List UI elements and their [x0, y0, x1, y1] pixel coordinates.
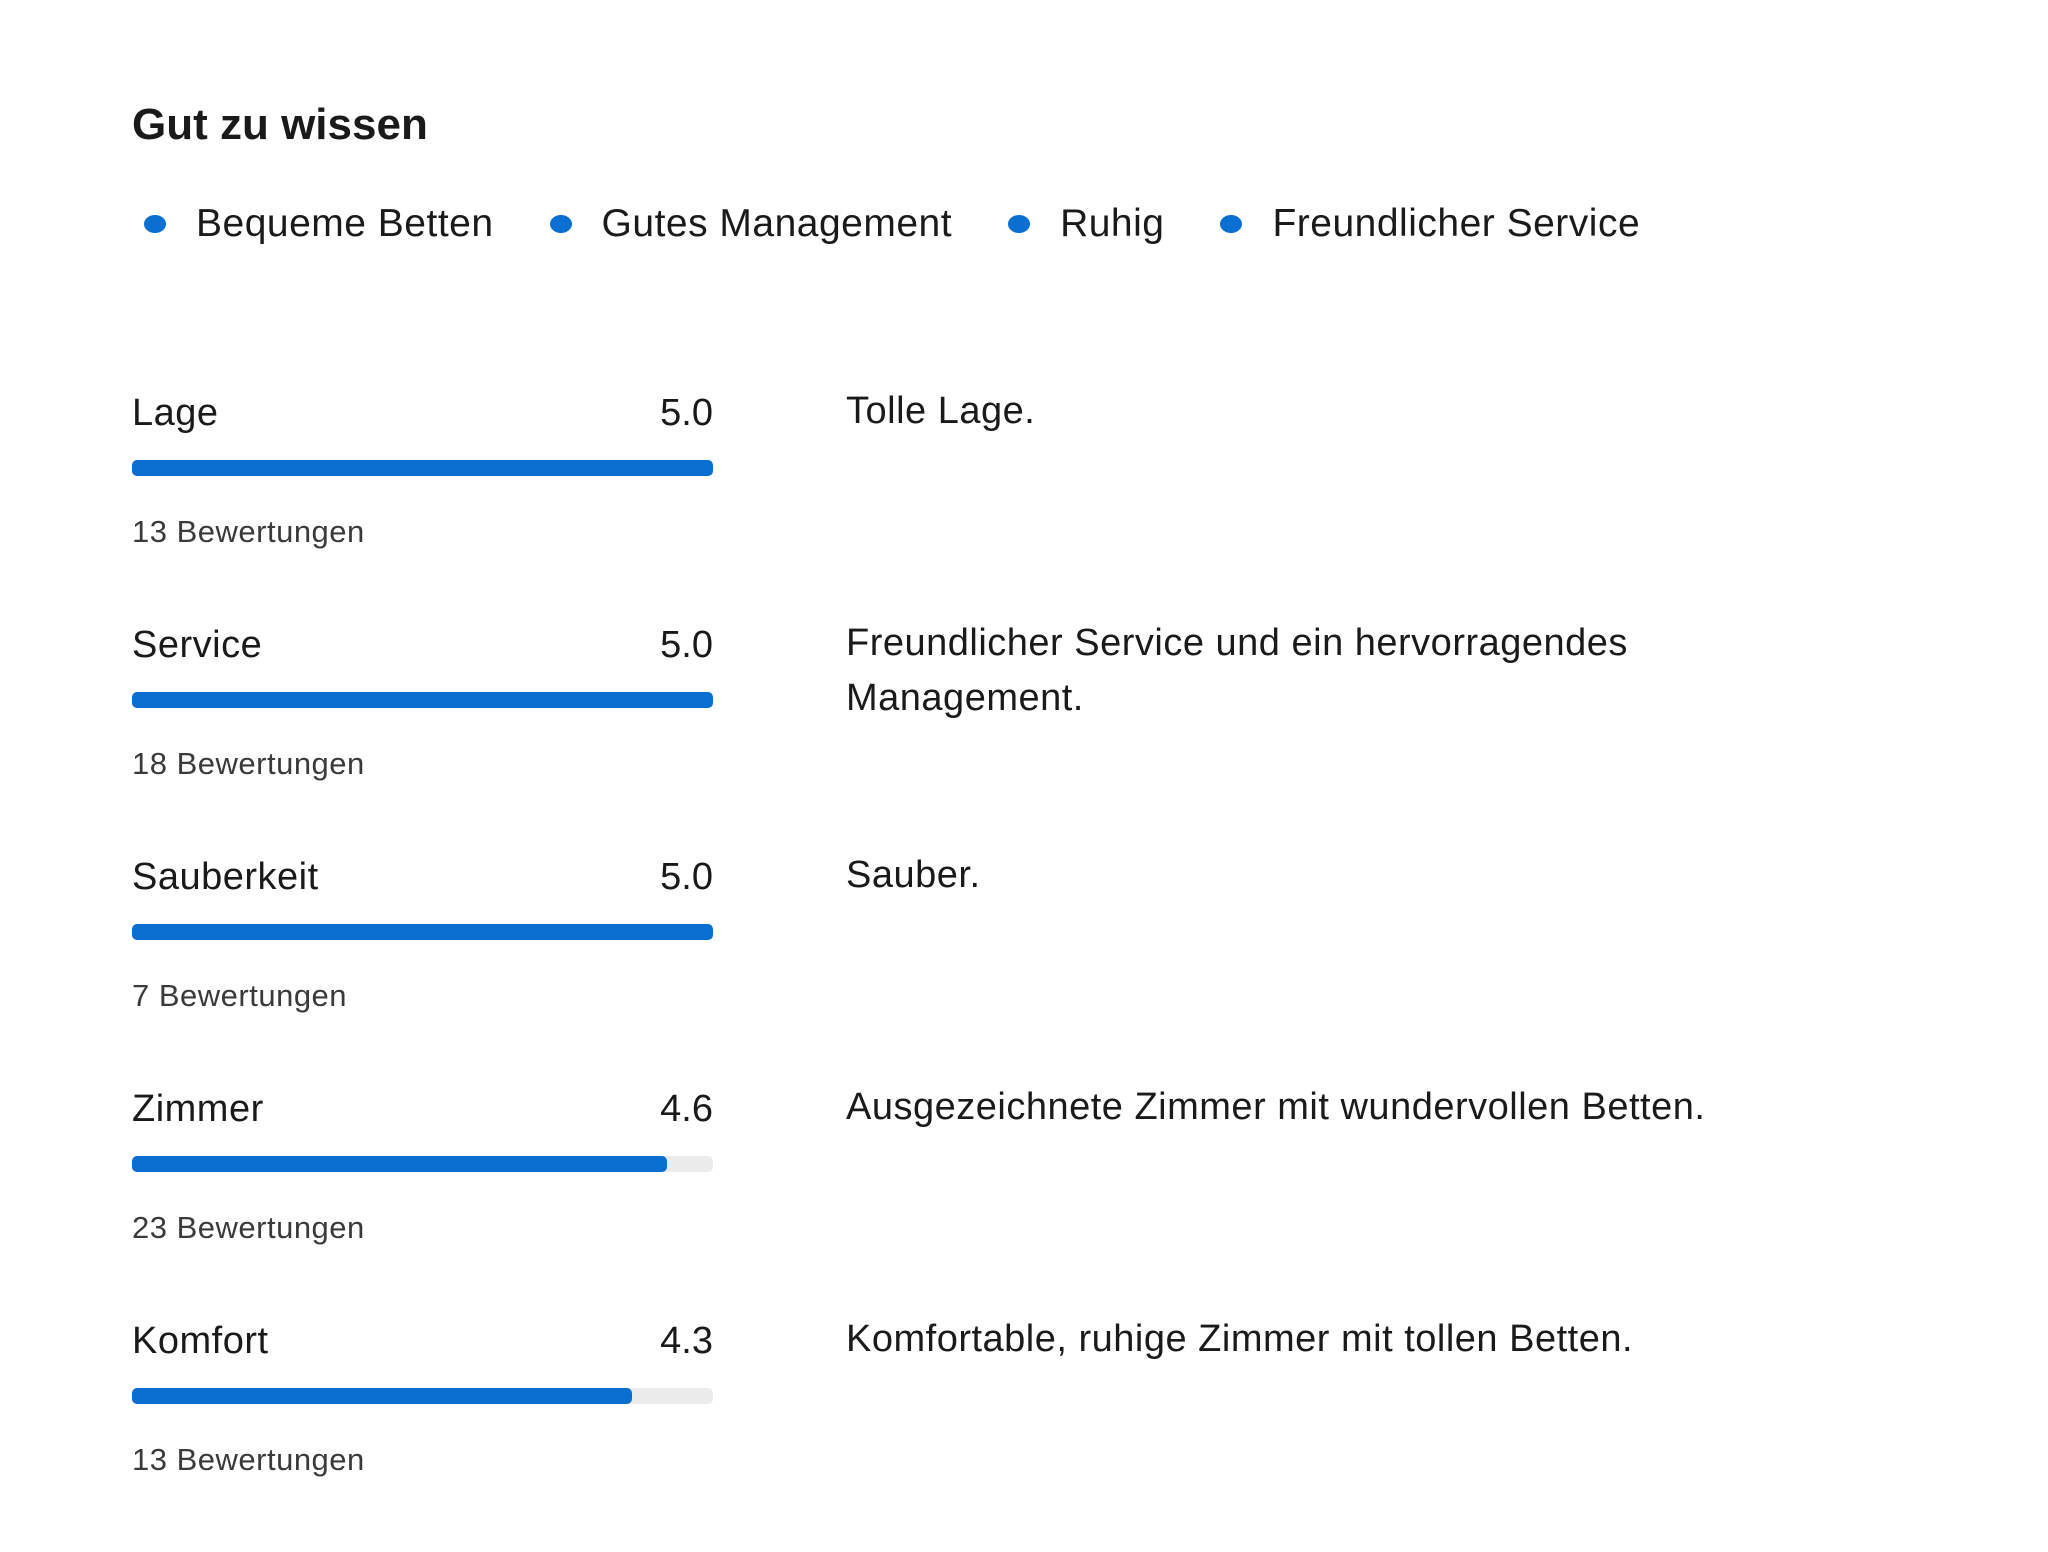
rating-row: Zimmer 4.6 23 Bewertungen Ausgezeichnete Zi… [132, 1086, 1932, 1320]
bullet-icon [1220, 215, 1243, 233]
highlights-list: Bequeme Betten Gutes Management Ruhig Fr… [144, 202, 1696, 246]
rating-score: 5.0 [660, 624, 713, 666]
rating-row: Service 5.0 18 Bewertungen Freundlicher Ser… [132, 622, 1932, 856]
rating-label: Zimmer [132, 1088, 264, 1130]
rating-description: Ausgezeichnete Zimmer mit wundervollen B… [846, 1086, 1706, 1128]
rating-label: Komfort [132, 1320, 269, 1362]
rating-bar-fill [132, 460, 713, 476]
rating-score: 4.3 [660, 1320, 713, 1362]
rating-count: 18 Bewertungen [132, 746, 365, 781]
rating-row: Lage 5.0 13 Bewertungen Tolle Lage. [132, 390, 1932, 624]
highlight-label: Gutes Management [601, 202, 953, 245]
highlight-label: Bequeme Betten [196, 202, 494, 245]
rating-count: 13 Bewertungen [132, 1442, 365, 1477]
bullet-icon [144, 215, 166, 233]
rating-label: Service [132, 624, 263, 666]
rating-description: Komfortable, ruhige Zimmer mit tollen Be… [846, 1318, 1634, 1360]
highlight-label: Freundlicher Service [1272, 202, 1641, 245]
rating-row: Sauberkeit 5.0 7 Bewertungen Sauber. [132, 854, 1932, 1088]
highlight-item: Freundlicher Service [1220, 202, 1640, 246]
rating-count: 7 Bewertungen [132, 978, 348, 1013]
section-title: Gut zu wissen [132, 100, 428, 149]
highlight-item: Gutes Management [549, 202, 953, 246]
rating-bar-fill [132, 924, 713, 940]
rating-bar-fill [132, 1156, 667, 1172]
rating-bar-track [132, 460, 713, 476]
highlight-label: Ruhig [1060, 202, 1165, 245]
rating-label: Lage [132, 392, 219, 434]
rating-count: 23 Bewertungen [132, 1210, 365, 1245]
bullet-icon [1008, 215, 1031, 233]
rating-bar-fill [132, 1388, 632, 1404]
rating-bar-track [132, 1388, 713, 1404]
rating-description: Tolle Lage. [846, 390, 1036, 432]
highlight-item: Bequeme Betten [144, 202, 494, 246]
highlight-item: Ruhig [1008, 202, 1164, 246]
rating-row: Komfort 4.3 13 Bewertungen Komfortable, ruh… [132, 1318, 1932, 1552]
rating-score: 4.6 [660, 1088, 713, 1130]
rating-description: Freundlicher Service und ein hervorragen… [846, 622, 1628, 719]
rating-bar-track [132, 692, 713, 708]
rating-score: 5.0 [660, 392, 713, 434]
rating-label: Sauberkeit [132, 856, 319, 898]
rating-bar-track [132, 1156, 713, 1172]
rating-bar-track [132, 924, 713, 940]
bullet-icon [549, 215, 572, 233]
rating-description: Sauber. [846, 854, 981, 896]
rating-count: 13 Bewertungen [132, 514, 365, 549]
rating-score: 5.0 [660, 856, 713, 898]
rating-bar-fill [132, 692, 713, 708]
